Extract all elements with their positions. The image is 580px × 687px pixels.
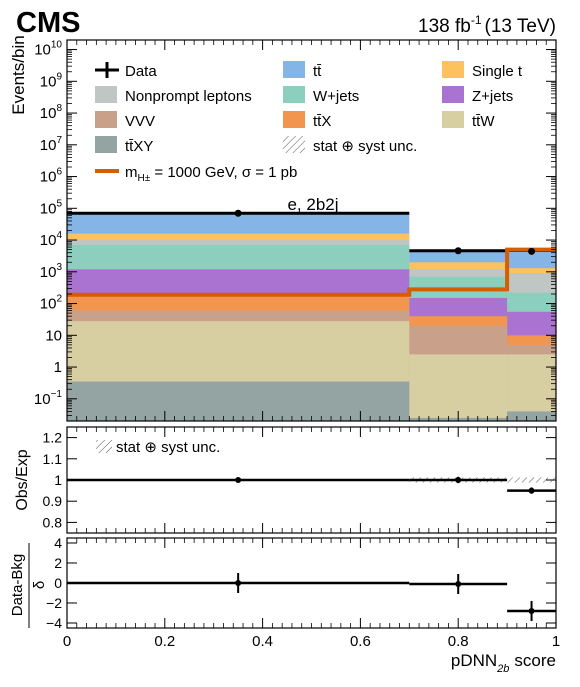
data-point — [234, 209, 242, 217]
legend-swatch — [442, 61, 464, 78]
pull-y-tick-label: 2 — [54, 555, 62, 571]
legend-label: Single t — [472, 63, 523, 80]
x-tick-label: 0.8 — [448, 633, 469, 650]
legend-swatch — [95, 136, 117, 153]
pull-y-tick-label: 4 — [54, 535, 62, 551]
main-y-tick-label: 106 — [40, 167, 63, 186]
main-y-tick-label: 107 — [40, 135, 63, 154]
ratio-content — [67, 476, 556, 494]
legend-swatch — [95, 86, 117, 103]
legend: Data tt̄ Single t Nonprompt leptons W+jets Z+… — [95, 61, 523, 184]
stack-bar — [67, 381, 410, 421]
legend-label: mH± = 1000 GeV, σ = 1 pb — [125, 164, 297, 184]
signal-line — [67, 247, 556, 297]
main-y-tick-label: 1010 — [34, 40, 62, 59]
x-tick-label: 0 — [63, 633, 71, 650]
legend-label: W+jets — [313, 88, 359, 105]
pull-content — [67, 573, 556, 621]
legend-swatch — [95, 111, 117, 128]
legend-label: stat ⊕ syst unc. — [313, 138, 417, 155]
ratio-y-tick-label: 0.9 — [43, 493, 63, 509]
axis-ticks: 10−111010210310410510610710810910100.80.… — [34, 40, 560, 650]
legend-label: tt̄ — [313, 63, 322, 80]
ratio-y-tick-label: 1.2 — [43, 430, 63, 446]
main-y-tick-label: 102 — [40, 294, 63, 313]
main-ylabel: Events/bin — [9, 35, 28, 114]
stack-bar — [409, 354, 508, 421]
ratio-unc-label: stat ⊕ syst unc. — [116, 439, 220, 456]
ratio-point — [455, 477, 462, 483]
legend-label: Data — [125, 63, 157, 80]
data-point — [528, 247, 536, 255]
pull-ylabel: Data-Bkg δ — [9, 543, 48, 628]
ratio-unc-swatch — [96, 440, 112, 453]
pull-point — [455, 581, 462, 587]
legend-label: tt̄X — [313, 113, 331, 130]
main-y-tick-label: 105 — [40, 198, 63, 217]
legend-label: tt̄XY — [125, 138, 153, 155]
data-point — [454, 247, 462, 255]
legend-swatch — [442, 111, 464, 128]
stack-bar — [507, 354, 556, 421]
pull-ylabel-den: δ — [31, 581, 48, 589]
main-y-tick-label: 10 — [45, 327, 62, 344]
x-tick-label: 1 — [552, 633, 560, 650]
pull-y-tick-label: −2 — [46, 595, 62, 611]
main-y-tick-label: 104 — [40, 230, 63, 249]
pull-y-tick-label: 0 — [54, 575, 62, 591]
stack-bar — [507, 411, 556, 421]
legend-label: tt̄W — [472, 113, 495, 130]
category-label: e, 2b2j — [287, 195, 338, 214]
main-y-tick-label: 10−1 — [34, 389, 63, 408]
ratio-ylabel: Obs/Exp — [14, 449, 31, 510]
background-stack — [67, 213, 556, 421]
x-tick-label: 0.2 — [154, 633, 175, 650]
legend-swatch-hatch — [283, 136, 305, 153]
experiment-label: CMS — [16, 7, 80, 39]
main-y-tick-label: 103 — [40, 262, 63, 281]
legend-swatch — [283, 111, 305, 128]
legend-label: Z+jets — [472, 88, 513, 105]
pull-ylabel-num: Data-Bkg — [9, 554, 26, 617]
legend-swatch — [283, 61, 305, 78]
ratio-y-tick-label: 0.8 — [43, 514, 63, 530]
x-axis-title: pDNN2b score — [451, 651, 556, 675]
main-y-tick-label: 1 — [54, 359, 62, 376]
legend-swatch — [283, 86, 305, 103]
main-y-tick-label: 108 — [40, 103, 63, 122]
ratio-point — [235, 477, 242, 483]
main-overlay — [67, 209, 556, 297]
pull-point — [235, 580, 242, 586]
pull-point — [528, 608, 535, 614]
x-tick-label: 0.6 — [350, 633, 371, 650]
x-tick-label: 0.4 — [252, 633, 273, 650]
ratio-point — [528, 487, 535, 494]
pull-y-tick-label: −4 — [46, 615, 62, 631]
main-y-tick-label: 109 — [40, 71, 63, 90]
luminosity-label: 138 fb-1 (13 TeV) — [418, 13, 556, 37]
legend-swatch — [442, 86, 464, 103]
legend-label: Nonprompt leptons — [125, 88, 252, 105]
ratio-y-tick-label: 1.1 — [43, 451, 63, 467]
legend-label: VVV — [125, 113, 155, 130]
ratio-y-tick-label: 1 — [54, 472, 62, 488]
